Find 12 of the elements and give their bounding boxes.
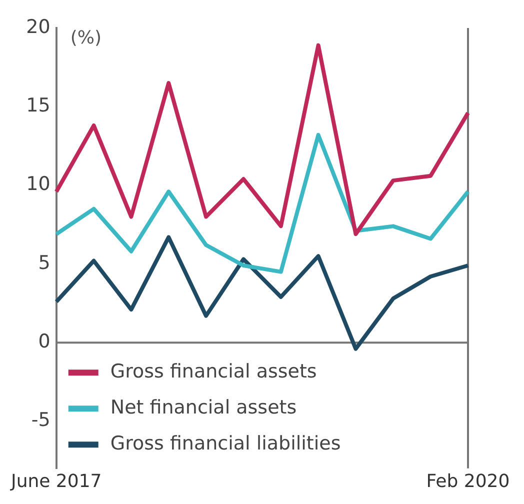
- legend-label: Gross financial assets: [110, 360, 317, 383]
- x-tick-label: June 2017: [10, 470, 102, 492]
- x-tick-label: Feb 2020: [426, 470, 510, 492]
- y-tick-label: 20: [26, 16, 50, 38]
- legend-label: Net financial assets: [110, 396, 297, 419]
- y-axis-title: (%): [70, 28, 102, 49]
- y-tick-label: 10: [26, 173, 50, 196]
- y-tick-label: -5: [31, 409, 50, 432]
- y-tick-label: 5: [38, 252, 50, 274]
- y-tick-label: 0: [38, 330, 50, 353]
- legend-label: Gross financial liabilities: [110, 432, 341, 455]
- y-tick-label: 15: [26, 94, 50, 117]
